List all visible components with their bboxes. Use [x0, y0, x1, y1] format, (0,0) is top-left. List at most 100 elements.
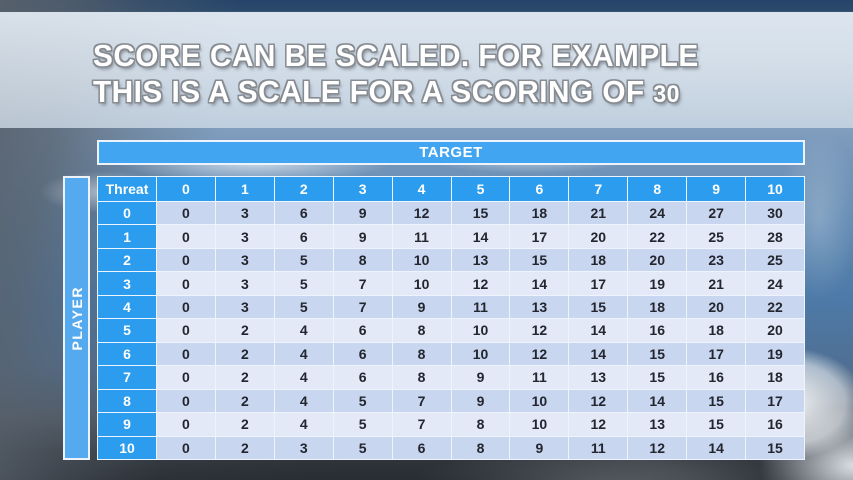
row-header: 3 [98, 272, 156, 295]
player-label: PLAYER [68, 285, 85, 351]
score-cell: 15 [569, 295, 628, 319]
score-cell: 17 [687, 342, 746, 366]
score-cell: 5 [274, 248, 333, 272]
slide-title: SCORE CAN BE SCALED. FOR EXAMPLE THIS IS… [93, 38, 699, 113]
score-cell: 17 [510, 225, 569, 248]
score-cell: 14 [569, 319, 628, 342]
score-cell: 10 [451, 319, 510, 342]
score-cell: 9 [392, 295, 451, 319]
score-cell: 0 [157, 389, 215, 413]
col-header: 10 [746, 177, 804, 201]
score-cell: 15 [687, 389, 746, 413]
score-cell: 4 [274, 389, 333, 413]
score-cell: 4 [274, 366, 333, 389]
score-cell: 15 [451, 202, 510, 225]
score-cell: 4 [274, 413, 333, 436]
score-cell: 20 [628, 248, 687, 272]
score-cell: 8 [451, 413, 510, 436]
slide-title-line1: SCORE CAN BE SCALED. FOR EXAMPLE [93, 38, 699, 73]
score-cell: 2 [215, 389, 274, 413]
score-cell: 17 [569, 272, 628, 295]
score-cell: 27 [687, 202, 746, 225]
score-cell: 3 [215, 248, 274, 272]
col-header: 5 [451, 177, 510, 201]
score-cell: 11 [451, 295, 510, 319]
score-cell: 13 [628, 413, 687, 436]
score-cell: 8 [392, 342, 451, 366]
score-cell: 3 [215, 272, 274, 295]
score-cell: 5 [274, 295, 333, 319]
score-cell: 21 [687, 272, 746, 295]
score-cell: 2 [215, 342, 274, 366]
score-cell: 3 [215, 295, 274, 319]
score-cell: 5 [333, 389, 392, 413]
score-cell: 19 [746, 342, 804, 366]
score-cell: 5 [274, 272, 333, 295]
score-cell: 11 [569, 436, 628, 459]
score-cell: 0 [157, 248, 215, 272]
score-cell: 5 [333, 413, 392, 436]
score-cell: 14 [628, 389, 687, 413]
player-header-bar: PLAYER [63, 176, 90, 460]
score-cell: 13 [510, 295, 569, 319]
score-cell: 6 [392, 436, 451, 459]
score-cell: 6 [333, 319, 392, 342]
score-cell: 12 [510, 319, 569, 342]
score-table: Threat 0 1 2 3 4 5 6 7 8 9 10 0 0 3 6 9 12 15 18 21 24 27 30 1 0 3… [97, 176, 805, 460]
score-cell: 12 [392, 202, 451, 225]
score-cell: 18 [628, 295, 687, 319]
score-cell: 8 [451, 436, 510, 459]
score-cell: 3 [215, 225, 274, 248]
score-cell: 6 [274, 225, 333, 248]
score-cell: 0 [157, 272, 215, 295]
row-header: 1 [98, 225, 156, 248]
score-cell: 20 [746, 319, 804, 342]
score-cell: 9 [451, 366, 510, 389]
row-header: 9 [98, 413, 156, 436]
score-cell: 23 [687, 248, 746, 272]
score-cell: 28 [746, 225, 804, 248]
score-cell: 15 [687, 413, 746, 436]
title-band: SCORE CAN BE SCALED. FOR EXAMPLE THIS IS… [0, 12, 853, 128]
score-cell: 0 [157, 342, 215, 366]
col-header: 7 [569, 177, 628, 201]
score-cell: 0 [157, 436, 215, 459]
score-cell: 21 [569, 202, 628, 225]
score-cell: 6 [333, 366, 392, 389]
score-cell: 9 [510, 436, 569, 459]
score-cell: 19 [628, 272, 687, 295]
row-header: 0 [98, 202, 156, 225]
score-cell: 22 [746, 295, 804, 319]
score-cell: 10 [392, 272, 451, 295]
score-cell: 8 [392, 319, 451, 342]
score-cell: 15 [628, 342, 687, 366]
score-cell: 20 [569, 225, 628, 248]
score-cell: 16 [628, 319, 687, 342]
col-header: 4 [392, 177, 451, 201]
score-cell: 12 [510, 342, 569, 366]
score-cell: 14 [569, 342, 628, 366]
score-cell: 18 [510, 202, 569, 225]
score-cell: 7 [333, 295, 392, 319]
slide-title-line2: THIS IS A SCALE FOR A SCORING OF 30 [93, 74, 680, 109]
score-cell: 12 [569, 389, 628, 413]
col-header: 3 [333, 177, 392, 201]
score-cell: 18 [687, 319, 746, 342]
score-cell: 13 [569, 366, 628, 389]
score-cell: 2 [215, 319, 274, 342]
col-header: 9 [687, 177, 746, 201]
score-cell: 17 [746, 389, 804, 413]
score-cell: 12 [569, 413, 628, 436]
score-cell: 24 [746, 272, 804, 295]
score-cell: 7 [392, 389, 451, 413]
score-cell: 3 [215, 202, 274, 225]
score-cell: 13 [451, 248, 510, 272]
score-cell: 2 [215, 366, 274, 389]
score-cell: 10 [392, 248, 451, 272]
score-cell: 8 [392, 366, 451, 389]
score-cell: 7 [333, 272, 392, 295]
score-cell: 0 [157, 366, 215, 389]
col-header: 8 [628, 177, 687, 201]
target-header-bar: TARGET [97, 140, 805, 165]
